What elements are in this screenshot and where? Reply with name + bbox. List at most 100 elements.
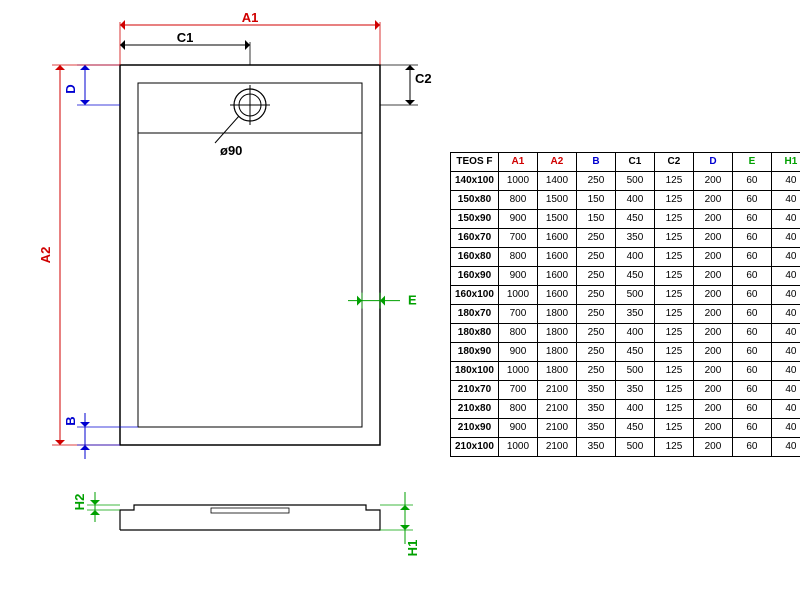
table-header-cell: E [732, 153, 771, 172]
table-cell: 180x90 [451, 343, 499, 362]
table-cell: 500 [615, 286, 654, 305]
page: ø90A1C1C2DA2BEH2H1 TEOS FA1A2BC1C2DEH1H2… [0, 0, 800, 600]
table-cell: 180x80 [451, 324, 499, 343]
table-cell: 1400 [537, 172, 576, 191]
table-cell: 60 [732, 438, 771, 457]
table-cell: 125 [654, 286, 693, 305]
table-cell: 200 [693, 419, 732, 438]
table-cell: 700 [498, 381, 537, 400]
table-header-cell: TEOS F [451, 153, 499, 172]
table-cell: 40 [771, 210, 800, 229]
table-cell: 450 [615, 419, 654, 438]
table-cell: 250 [576, 267, 615, 286]
table-cell: 200 [693, 229, 732, 248]
table-cell: 200 [693, 381, 732, 400]
table-cell: 350 [615, 229, 654, 248]
table-cell: 125 [654, 438, 693, 457]
table-row: 180x707001800250350125200604020 [451, 305, 800, 324]
table-cell: 200 [693, 324, 732, 343]
table-cell: 200 [693, 248, 732, 267]
table-cell: 60 [732, 324, 771, 343]
table-cell: 60 [732, 210, 771, 229]
table-cell: 200 [693, 362, 732, 381]
table-header-cell: A2 [537, 153, 576, 172]
table-cell: 700 [498, 305, 537, 324]
table-cell: 60 [732, 286, 771, 305]
table-cell: 350 [576, 381, 615, 400]
table-cell: 1000 [498, 172, 537, 191]
table-cell: 250 [576, 324, 615, 343]
table-cell: 125 [654, 305, 693, 324]
svg-text:A2: A2 [38, 247, 53, 264]
svg-text:H1: H1 [405, 540, 420, 557]
table-cell: 40 [771, 248, 800, 267]
table-cell: 2100 [537, 419, 576, 438]
table-cell: 1600 [537, 229, 576, 248]
table-row: 210x808002100350400125200604020 [451, 400, 800, 419]
table-row: 210x909002100350450125200604020 [451, 419, 800, 438]
svg-text:C2: C2 [415, 71, 432, 86]
table-cell: 40 [771, 172, 800, 191]
table-cell: 400 [615, 400, 654, 419]
table-cell: 125 [654, 191, 693, 210]
table-cell: 2100 [537, 381, 576, 400]
table-row: 140x10010001400250500125200604020 [451, 172, 800, 191]
table-cell: 210x90 [451, 419, 499, 438]
table-cell: 40 [771, 191, 800, 210]
table-cell: 1600 [537, 267, 576, 286]
table-cell: 200 [693, 286, 732, 305]
table-header-cell: A1 [498, 153, 537, 172]
table-cell: 40 [771, 400, 800, 419]
table-row: 210x10010002100350500125200604020 [451, 438, 800, 457]
table-cell: 180x70 [451, 305, 499, 324]
table-row: 160x10010001600250500125200604020 [451, 286, 800, 305]
table-cell: 125 [654, 400, 693, 419]
table-cell: 160x90 [451, 267, 499, 286]
table-cell: 210x70 [451, 381, 499, 400]
table-cell: 60 [732, 343, 771, 362]
dimension-table-wrap: TEOS FA1A2BC1C2DEH1H2140x100100014002505… [450, 152, 800, 457]
table-cell: 160x80 [451, 248, 499, 267]
table-cell: 60 [732, 305, 771, 324]
table-cell: 450 [615, 343, 654, 362]
table-cell: 200 [693, 191, 732, 210]
table-cell: 800 [498, 191, 537, 210]
table-cell: 200 [693, 210, 732, 229]
table-cell: 350 [576, 419, 615, 438]
table-cell: 1800 [537, 343, 576, 362]
diagram-svg: ø90A1C1C2DA2BEH2H1 [20, 10, 440, 580]
table-cell: 700 [498, 229, 537, 248]
table-cell: 125 [654, 343, 693, 362]
svg-text:B: B [63, 416, 78, 425]
table-cell: 500 [615, 172, 654, 191]
table-cell: 40 [771, 343, 800, 362]
table-cell: 160x70 [451, 229, 499, 248]
table-cell: 250 [576, 229, 615, 248]
table-cell: 450 [615, 267, 654, 286]
table-cell: 350 [576, 400, 615, 419]
table-cell: 1500 [537, 191, 576, 210]
table-cell: 900 [498, 343, 537, 362]
table-cell: 250 [576, 248, 615, 267]
table-cell: 150 [576, 210, 615, 229]
table-row: 150x909001500150450125200604020 [451, 210, 800, 229]
table-row: 180x10010001800250500125200604020 [451, 362, 800, 381]
table-cell: 180x100 [451, 362, 499, 381]
table-cell: 200 [693, 172, 732, 191]
table-cell: 450 [615, 210, 654, 229]
table-cell: 250 [576, 286, 615, 305]
table-cell: 200 [693, 305, 732, 324]
table-cell: 500 [615, 362, 654, 381]
table-cell: 60 [732, 381, 771, 400]
table-header-cell: D [693, 153, 732, 172]
table-cell: 40 [771, 305, 800, 324]
table-cell: 200 [693, 343, 732, 362]
table-cell: 40 [771, 438, 800, 457]
table-cell: 1000 [498, 362, 537, 381]
table-cell: 250 [576, 343, 615, 362]
table-cell: 125 [654, 362, 693, 381]
table-cell: 1800 [537, 305, 576, 324]
table-cell: 60 [732, 400, 771, 419]
table-cell: 800 [498, 324, 537, 343]
table-cell: 150x80 [451, 191, 499, 210]
